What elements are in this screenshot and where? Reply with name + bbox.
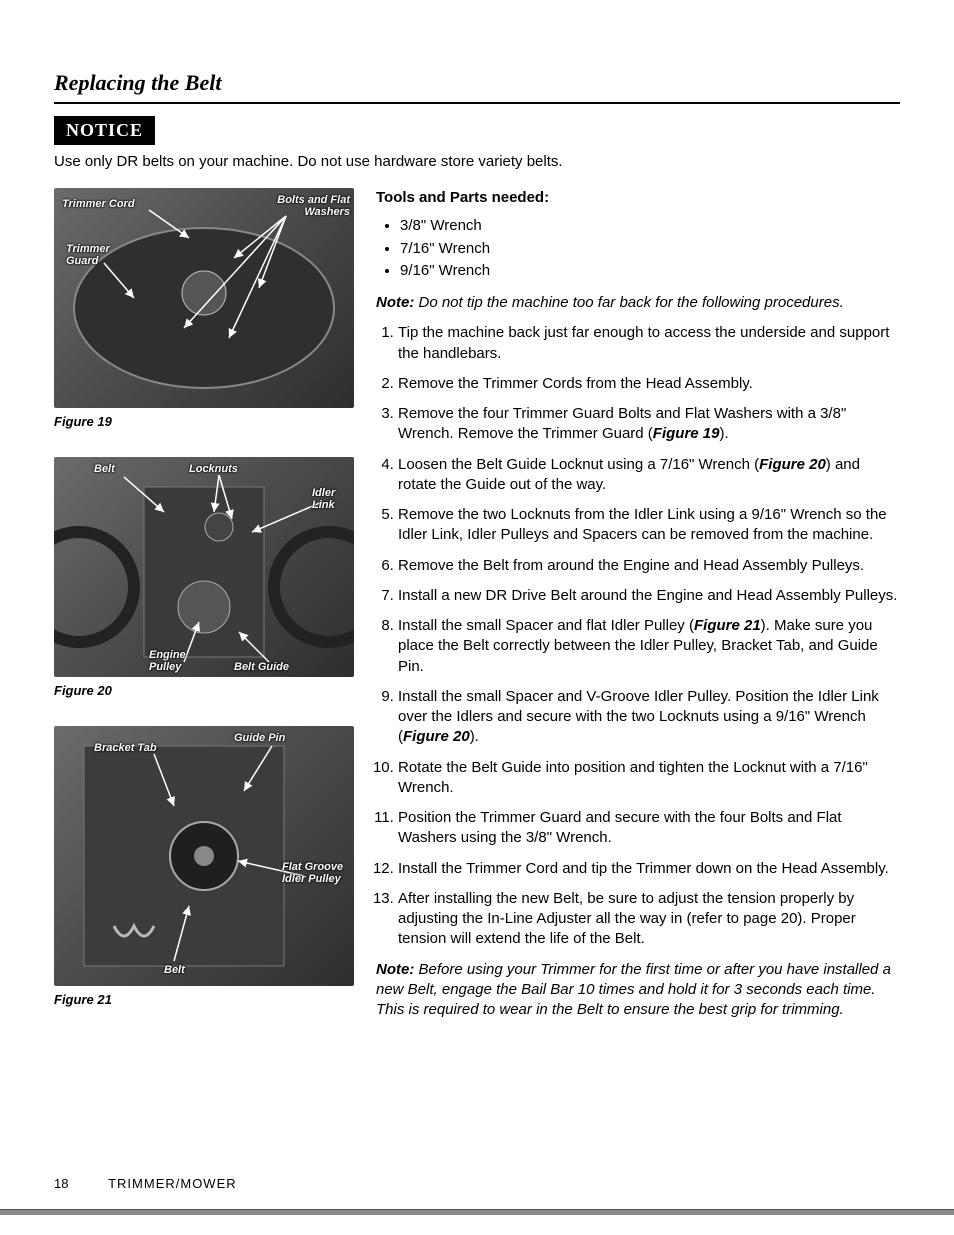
step-item: Remove the four Trimmer Guard Bolts and … [398, 404, 900, 445]
label-flat-groove: Flat Groove Idler Pulley [282, 861, 352, 885]
label-belt-guide: Belt Guide [234, 661, 289, 673]
note-1: Note: Do not tip the machine too far bac… [376, 293, 900, 313]
note-lead: Note: [376, 294, 414, 311]
figure-21-caption: Figure 21 [54, 992, 354, 1007]
label-engine-pulley: Engine Pulley [149, 649, 204, 673]
note-body: Do not tip the machine too far back for … [414, 294, 843, 311]
figure-21: Bracket Tab Guide Pin Flat Groove Idler … [54, 726, 354, 1007]
figure-19: Trimmer Cord Bolts and Flat Washers Trim… [54, 188, 354, 429]
figure-19-image: Trimmer Cord Bolts and Flat Washers Trim… [54, 188, 354, 408]
two-column-layout: Trimmer Cord Bolts and Flat Washers Trim… [54, 188, 900, 1035]
notice-text: Use only DR belts on your machine. Do no… [54, 153, 900, 170]
step-item: Install the small Spacer and flat Idler … [398, 616, 900, 677]
tool-item: 9/16" Wrench [400, 261, 900, 281]
step-item: Tip the machine back just far enough to … [398, 323, 900, 364]
label-bolts-washers: Bolts and Flat Washers [260, 194, 350, 218]
label-trimmer-guard: Trimmer Guard [66, 243, 126, 267]
label-belt-21: Belt [164, 964, 185, 976]
step-item: After installing the new Belt, be sure t… [398, 889, 900, 950]
notice-badge: NOTICE [54, 116, 155, 145]
note-body: Before using your Trimmer for the first … [376, 961, 891, 1019]
label-bracket-tab: Bracket Tab [94, 742, 157, 754]
figures-column: Trimmer Cord Bolts and Flat Washers Trim… [54, 188, 354, 1035]
label-trimmer-cord: Trimmer Cord [62, 198, 135, 210]
figure-19-caption: Figure 19 [54, 414, 354, 429]
figure-20-arrows [54, 457, 354, 677]
doc-title: TRIMMER/MOWER [108, 1176, 237, 1191]
instructions-column: Tools and Parts needed: 3/8" Wrench 7/16… [376, 188, 900, 1030]
step-item: Position the Trimmer Guard and secure wi… [398, 808, 900, 849]
figure-19-arrows [54, 188, 354, 408]
figure-20-image: Belt Locknuts Idler Link Engine Pulley B… [54, 457, 354, 677]
tool-item: 3/8" Wrench [400, 216, 900, 236]
step-item: Remove the two Locknuts from the Idler L… [398, 505, 900, 546]
tool-item: 7/16" Wrench [400, 239, 900, 259]
page-footer: 18 TRIMMER/MOWER [54, 1176, 900, 1191]
figure-20: Belt Locknuts Idler Link Engine Pulley B… [54, 457, 354, 698]
figure-21-arrows [54, 726, 354, 986]
step-item: Rotate the Belt Guide into position and … [398, 758, 900, 799]
step-item: Install the Trimmer Cord and tip the Tri… [398, 859, 900, 879]
figure-21-image: Bracket Tab Guide Pin Flat Groove Idler … [54, 726, 354, 986]
step-item: Install a new DR Drive Belt around the E… [398, 586, 900, 606]
section-title: Replacing the Belt [54, 70, 900, 96]
label-locknuts: Locknuts [189, 463, 238, 475]
note-lead: Note: [376, 961, 414, 978]
step-item: Install the small Spacer and V-Groove Id… [398, 687, 900, 748]
figure-20-caption: Figure 20 [54, 683, 354, 698]
label-belt: Belt [94, 463, 115, 475]
label-idler-link: Idler Link [312, 487, 352, 511]
step-item: Loosen the Belt Guide Locknut using a 7/… [398, 455, 900, 496]
steps-list: Tip the machine back just far enough to … [376, 323, 900, 949]
tools-heading: Tools and Parts needed: [376, 188, 900, 208]
label-guide-pin: Guide Pin [234, 732, 285, 744]
bottom-bar [0, 1209, 954, 1215]
manual-page: Replacing the Belt NOTICE Use only DR be… [0, 0, 954, 1235]
step-item: Remove the Trimmer Cords from the Head A… [398, 374, 900, 394]
note-2: Note: Before using your Trimmer for the … [376, 960, 900, 1021]
page-number: 18 [54, 1176, 68, 1191]
step-item: Remove the Belt from around the Engine a… [398, 556, 900, 576]
tools-list: 3/8" Wrench 7/16" Wrench 9/16" Wrench [376, 216, 900, 281]
horizontal-rule [54, 102, 900, 104]
